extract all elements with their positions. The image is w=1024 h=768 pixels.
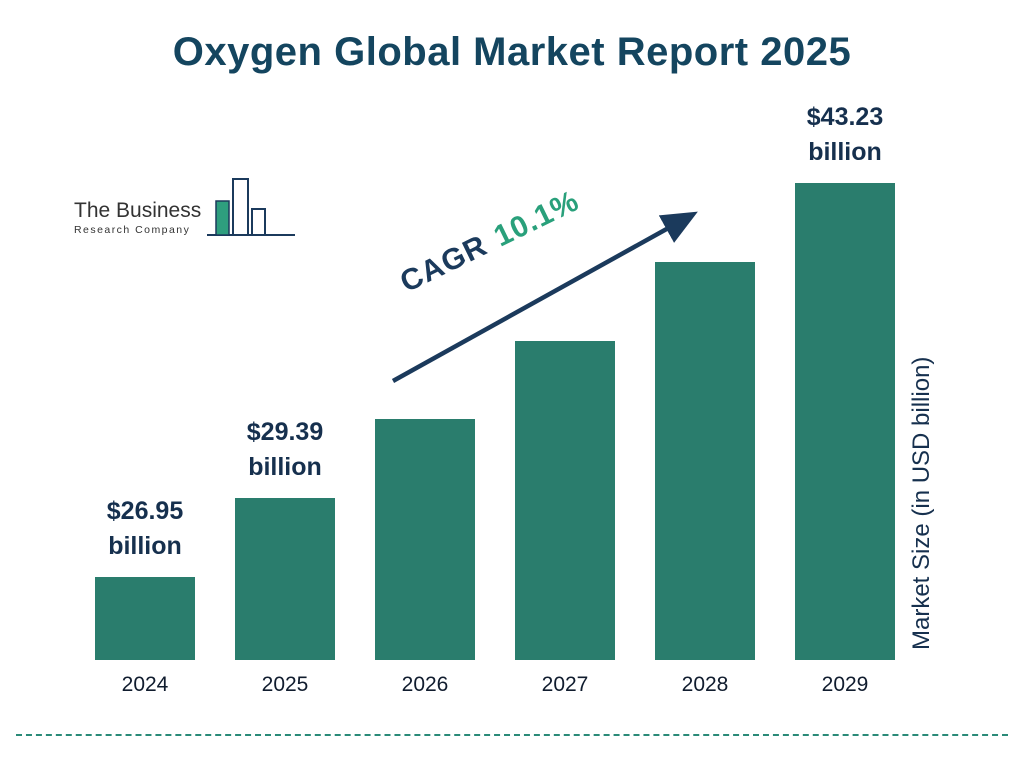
- bar-value-amount: $26.95: [106, 497, 184, 525]
- bar-2028: [655, 262, 755, 660]
- company-logo: The Business Research Company: [74, 176, 297, 242]
- bar-slot: 2026: [375, 180, 475, 696]
- bar-value-unit: billion: [248, 452, 322, 481]
- bar-slot: $26.95 billion 2024: [95, 180, 195, 696]
- x-axis-label: 2025: [261, 673, 309, 696]
- bottom-dashed-divider: [16, 734, 1008, 736]
- bar-slot: $29.39 billion 2025: [235, 180, 335, 696]
- bar-value-amount: $29.39: [246, 418, 324, 446]
- bar-slot: 2028: [655, 180, 755, 696]
- x-axis-label: 2027: [541, 673, 589, 696]
- x-axis-label: 2026: [401, 673, 449, 696]
- bar-2025: [235, 498, 335, 660]
- page-title: Oxygen Global Market Report 2025: [172, 30, 852, 74]
- logo-subtitle: Research Company: [74, 224, 191, 236]
- bar-value-label: $43.23 billion: [750, 100, 940, 169]
- logo-text: The Business Research Company: [74, 199, 202, 237]
- logo-name: The Business: [74, 199, 202, 222]
- bar-chart: $26.95 billion 2024 $29.39 billion 2025 2026 20…: [95, 103, 895, 696]
- x-axis-label: 2024: [121, 673, 169, 696]
- bar-value-unit: billion: [108, 531, 182, 560]
- bar-value-unit: billion: [808, 137, 882, 166]
- bar-value-amount: $43.23: [806, 103, 884, 131]
- logo-bars-icon: [207, 178, 296, 236]
- cagr-trend-arrow: [391, 211, 698, 383]
- bar-2029: [795, 183, 895, 660]
- bar-2026: [375, 419, 475, 660]
- bar-value-label: $26.95 billion: [50, 494, 240, 563]
- bar-2027: [515, 341, 615, 660]
- x-axis-label: 2028: [681, 673, 729, 696]
- bar-slot: 2027: [515, 180, 615, 696]
- bar-slot: $43.23 billion 2029: [795, 103, 895, 696]
- x-axis-label: 2029: [821, 673, 869, 696]
- bar-2024: [95, 577, 195, 660]
- bar-value-label: $29.39 billion: [190, 415, 380, 484]
- y-axis-title: Market Size (in USD billion): [908, 356, 935, 650]
